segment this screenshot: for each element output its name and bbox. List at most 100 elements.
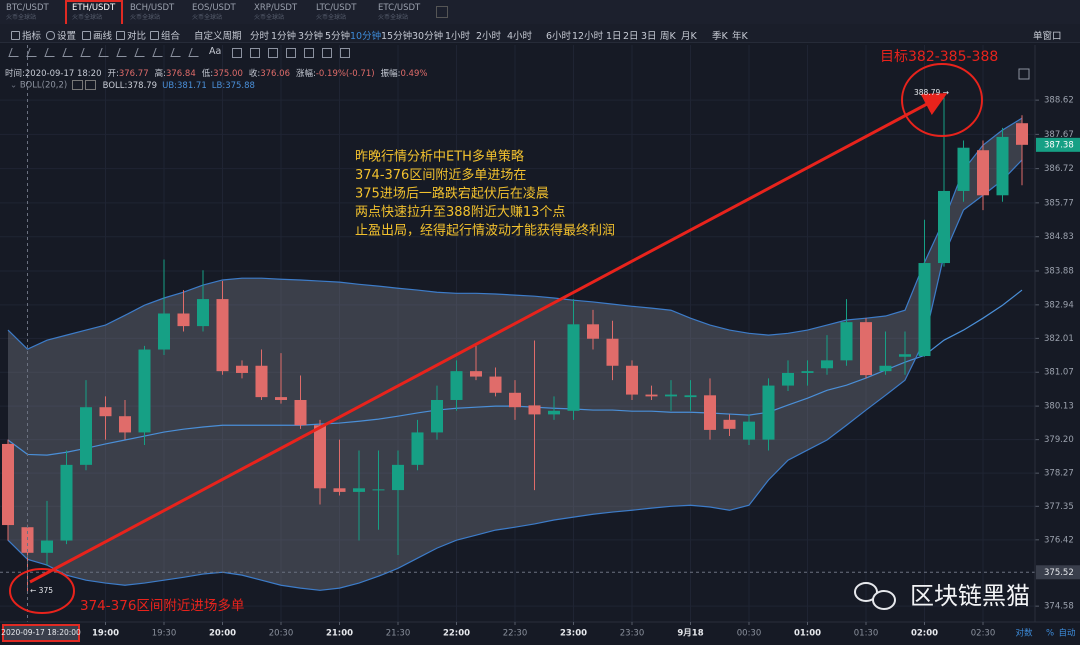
period-button[interactable]: 2小时 — [476, 31, 502, 42]
info-value: 376.84 — [165, 69, 196, 79]
draw-tool[interactable] — [304, 48, 314, 58]
draw-tool[interactable] — [26, 48, 40, 57]
window-select[interactable]: 单窗口 — [1033, 31, 1062, 42]
draw-tool[interactable] — [340, 48, 350, 58]
add-tab[interactable] — [436, 6, 448, 18]
tab[interactable]: EOS/USDT 火币全球站 — [192, 3, 248, 23]
draw-tool[interactable] — [250, 48, 260, 58]
tool-button[interactable]: 对比 — [127, 31, 147, 42]
candle-body — [236, 365, 248, 373]
period-button[interactable]: 1分钟 — [271, 31, 297, 42]
candle-body — [528, 405, 541, 415]
tool-button[interactable]: 组合 — [161, 31, 181, 42]
candle-body — [119, 416, 131, 433]
draw-tool[interactable] — [188, 48, 202, 57]
axis-option[interactable]: % — [1046, 629, 1054, 639]
y-tick-label: 380.13 — [1044, 402, 1074, 412]
custom-period[interactable]: 自定义周期 — [194, 31, 242, 42]
indicator-title: BOLL(20,2) — [19, 80, 68, 91]
draw-tool[interactable] — [232, 48, 242, 58]
entry-note: 374-376区间附近进场多单 — [80, 597, 244, 614]
y-tick-label: 378.27 — [1044, 469, 1074, 479]
tab[interactable]: ETC/USDT 火币全球站 — [378, 3, 434, 23]
tool-icon — [46, 31, 55, 40]
draw-tool-text[interactable]: Aa — [209, 46, 222, 57]
tool-button[interactable]: 设置 — [57, 31, 77, 42]
tab-exchange: 火币全球站 — [6, 14, 37, 21]
draw-tool[interactable] — [80, 48, 94, 57]
tab[interactable]: ETH/USDT 火币全球站 — [65, 0, 123, 26]
axis-option[interactable]: 自动 — [1058, 628, 1076, 639]
candle-body — [99, 407, 112, 417]
info-value: -0.19%(-0.71) — [315, 69, 375, 79]
tab-pair: EOS/USDT — [192, 3, 236, 13]
tab[interactable]: BCH/USDT 火币全球站 — [130, 3, 186, 23]
tab[interactable]: XRP/USDT 火币全球站 — [254, 3, 310, 23]
candle-body — [431, 399, 443, 433]
draw-tool[interactable] — [8, 48, 22, 57]
y-tick-label: 385.77 — [1044, 198, 1074, 208]
period-button[interactable]: 季K — [712, 31, 728, 42]
candle-body — [899, 354, 911, 357]
period-button[interactable]: 3日 — [641, 31, 657, 42]
candle-body — [606, 338, 619, 366]
period-button[interactable]: 1日 — [606, 31, 622, 42]
candle-body — [879, 365, 892, 372]
tab[interactable]: LTC/USDT 火币全球站 — [316, 3, 372, 23]
info-value: 376.06 — [260, 69, 290, 79]
tool-icon — [150, 31, 159, 40]
indicator-value: LB:375.88 — [211, 80, 255, 91]
info-value: 376.77 — [118, 69, 149, 79]
draw-tool[interactable] — [268, 48, 278, 58]
expand-button[interactable] — [1018, 68, 1030, 80]
period-button[interactable]: 1小时 — [445, 31, 471, 42]
period-button[interactable]: 分时 — [250, 31, 270, 42]
candle-body — [645, 394, 658, 397]
draw-tool[interactable] — [170, 48, 184, 57]
draw-tool[interactable] — [62, 48, 76, 57]
period-button[interactable]: 5分钟 — [325, 31, 351, 42]
candle-body — [41, 540, 53, 553]
period-button[interactable]: 年K — [732, 31, 748, 42]
candle-body — [489, 376, 502, 393]
x-tick-label: 00:30 — [737, 629, 762, 639]
tab-exchange: 火币全球站 — [316, 14, 347, 21]
period-button[interactable]: 月K — [681, 31, 697, 42]
axis-option[interactable]: 对数 — [1015, 628, 1033, 639]
tool-button[interactable]: 画线 — [93, 31, 113, 42]
candle-body — [314, 425, 326, 489]
x-tick-label: 21:00 — [326, 629, 353, 639]
watermark-icon — [872, 590, 896, 610]
period-button[interactable]: 3分钟 — [298, 31, 324, 42]
draw-tool[interactable] — [44, 48, 58, 57]
tab[interactable]: BTC/USDT 火币全球站 — [6, 3, 62, 23]
draw-tool[interactable] — [98, 48, 112, 57]
draw-tool[interactable] — [116, 48, 130, 57]
candle-body — [782, 372, 794, 386]
watermark-text: 区块链黑猫 — [910, 582, 1030, 610]
info-label: 高: — [154, 69, 166, 79]
period-button[interactable]: 30分钟 — [412, 31, 444, 42]
period-button[interactable]: 10分钟 — [350, 31, 382, 42]
period-button[interactable]: 周K — [660, 31, 676, 42]
period-button[interactable]: 12小时 — [572, 31, 604, 42]
candle-body — [840, 322, 853, 361]
draw-tool[interactable] — [322, 48, 332, 58]
draw-tool[interactable] — [134, 48, 148, 57]
period-button[interactable]: 2日 — [623, 31, 639, 42]
x-tick-label: 9月18 — [677, 629, 703, 639]
x-tick-label: 01:30 — [854, 629, 879, 639]
commentary-line: 375进场后一路跌宕起伏后在凌晨 — [355, 186, 549, 202]
candle-body — [762, 385, 775, 440]
draw-tool[interactable] — [286, 48, 296, 58]
period-button[interactable]: 6小时 — [546, 31, 572, 42]
candle-body — [372, 489, 385, 491]
draw-tool[interactable] — [152, 48, 166, 57]
tool-button[interactable]: 指标 — [22, 31, 42, 42]
candle-body — [801, 371, 814, 373]
tab-pair: ETC/USDT — [378, 3, 421, 13]
period-button[interactable]: 4小时 — [507, 31, 533, 42]
last-price-box — [1036, 137, 1080, 152]
period-button[interactable]: 15分钟 — [381, 31, 413, 42]
